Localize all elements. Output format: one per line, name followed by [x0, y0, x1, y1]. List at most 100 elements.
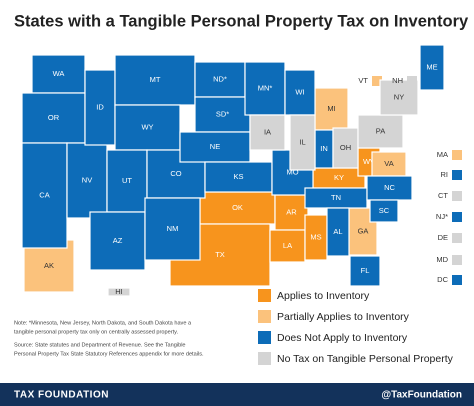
state-label: AK	[44, 261, 54, 270]
legend-swatch	[258, 310, 271, 323]
legend-label: No Tax on Tangible Personal Property	[277, 353, 454, 365]
state-label: DC	[437, 275, 448, 284]
state-label: WY	[141, 122, 153, 131]
state-shape	[107, 287, 131, 297]
state-shape	[179, 131, 251, 163]
state-label: NV	[82, 175, 92, 184]
state-shape	[289, 114, 316, 171]
state-label: ND*	[213, 74, 227, 83]
state-shape	[326, 207, 350, 257]
state-shape	[144, 197, 201, 261]
state-label: ID	[96, 102, 104, 111]
state-box	[407, 76, 417, 86]
title: States with a Tangible Personal Property…	[14, 12, 469, 30]
state-label: OH	[340, 143, 351, 152]
state-box	[452, 212, 462, 222]
state-label: SD*	[216, 109, 229, 118]
state-box	[452, 275, 462, 285]
state-box	[452, 150, 462, 160]
state-label: NJ*	[436, 212, 448, 221]
state-label: FL	[361, 266, 370, 275]
legend-label: Does Not Apply to Inventory	[277, 332, 408, 344]
state-label: GA	[358, 226, 369, 235]
note-line: Note: *Minnesota, New Jersey, North Dako…	[14, 320, 192, 326]
state-label: NY	[394, 92, 404, 101]
states: OK TX AR LA MS KY WV AK MI GA VA VT MA WA OR CA NV ID MT WY…	[21, 44, 462, 297]
legend-label: Applies to Inventory	[277, 290, 370, 302]
state-shape	[314, 87, 349, 131]
state-label: LA	[283, 241, 292, 250]
state-label: IA	[264, 127, 271, 136]
state-label: VA	[384, 159, 393, 168]
state-label: MA	[437, 150, 448, 159]
state-shape	[244, 61, 286, 116]
state-label: MT	[150, 75, 161, 84]
state-label: NC	[384, 183, 395, 192]
state-label: CT	[438, 191, 448, 200]
state-label: AZ	[113, 236, 123, 245]
state-label: DE	[438, 233, 448, 242]
state-shape	[84, 69, 116, 146]
state-label: MD	[436, 255, 448, 264]
state-label: TN	[331, 193, 341, 202]
state-label: ME	[426, 62, 437, 71]
state-box	[452, 255, 462, 265]
legend-label: Partially Applies to Inventory	[277, 311, 410, 323]
state-label: IL	[299, 137, 305, 146]
state-shape	[31, 54, 86, 94]
state-shape	[371, 151, 407, 177]
state-label: MS	[310, 232, 321, 241]
state-label: AR	[286, 207, 297, 216]
state-box	[452, 170, 462, 180]
state-shape	[369, 199, 399, 223]
state-shape	[419, 44, 445, 91]
state-label: SC	[379, 206, 390, 215]
footer-brand: TAX FOUNDATION	[14, 390, 109, 401]
state-label: OK	[232, 203, 243, 212]
legend-swatch	[258, 352, 271, 365]
state-shape	[21, 142, 68, 249]
state-label: RI	[441, 170, 449, 179]
state-label: OR	[48, 113, 60, 122]
state-label: MO	[286, 167, 298, 176]
state-label: WI	[295, 87, 304, 96]
state-label: WV	[363, 157, 375, 166]
state-label: AL	[333, 227, 342, 236]
footer-bar	[0, 383, 474, 406]
state-label: UT	[122, 176, 132, 185]
state-label: PA	[376, 126, 385, 135]
state-shape	[366, 175, 413, 201]
state-label: NM	[167, 224, 179, 233]
state-label: CO	[170, 169, 181, 178]
legend-swatch	[258, 289, 271, 302]
legend: Applies to Inventory Partially Applies to…	[258, 289, 454, 365]
state-label: VT	[358, 76, 368, 85]
state-shape	[106, 149, 148, 213]
state-shape	[349, 255, 381, 287]
state-label: NE	[210, 142, 220, 151]
state-label: KY	[334, 173, 344, 182]
state-shape	[89, 211, 146, 271]
state-label: HI	[115, 287, 123, 296]
state-box	[372, 76, 382, 86]
note-line: Personal Property Tax State Statutory Re…	[14, 351, 204, 357]
state-label: CA	[39, 190, 49, 199]
note-line: Source: State statutes and Department of…	[14, 342, 186, 348]
state-box	[452, 191, 462, 201]
state-label: MI	[327, 104, 335, 113]
legend-swatch	[258, 331, 271, 344]
state-label: WA	[53, 69, 65, 78]
state-label: IN	[320, 144, 328, 153]
state-shape	[284, 69, 316, 116]
state-label: KS	[233, 172, 243, 181]
footer-handle: @TaxFoundation	[381, 390, 462, 401]
state-label: MN*	[258, 83, 273, 92]
state-label: NH	[392, 76, 403, 85]
state-label: TX	[215, 250, 225, 259]
notes: Note: *Minnesota, New Jersey, North Dako…	[14, 320, 204, 357]
state-shape	[66, 142, 108, 219]
state-shape	[249, 114, 286, 151]
state-box	[452, 233, 462, 243]
